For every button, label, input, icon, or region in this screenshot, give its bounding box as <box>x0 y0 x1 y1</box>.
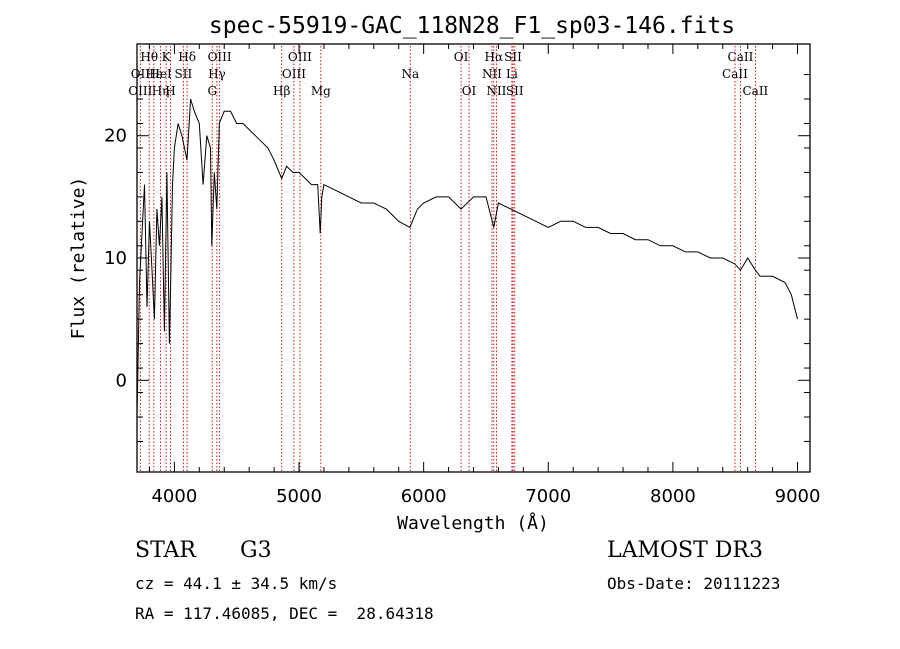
line-label: Hη <box>152 84 170 98</box>
coordinates: RA = 117.46085, DEC = 28.64318 <box>135 604 434 623</box>
line-label: NII <box>482 67 502 81</box>
x-tick-label: 8000 <box>650 486 696 507</box>
line-label: SII <box>504 50 522 64</box>
spectrum-line <box>136 98 798 418</box>
line-label: CaII <box>742 84 768 98</box>
x-axis-label: Wavelength (Å) <box>397 512 549 534</box>
line-label: K <box>162 50 172 64</box>
line-label: SII <box>506 84 524 98</box>
subclass: G3 <box>240 538 272 563</box>
line-label: Hα <box>485 50 504 64</box>
line-label: H <box>165 84 175 98</box>
x-tick-label: 4000 <box>151 486 197 507</box>
line-label: CaII <box>722 67 748 81</box>
chart-title: spec-55919-GAC_118N28_F1_sp03-146.fits <box>209 13 735 39</box>
y-tick-label: 20 <box>104 126 127 147</box>
line-label: Mg <box>311 84 331 98</box>
y-tick-label: 10 <box>104 248 127 269</box>
survey-name: LAMOST DR3 <box>607 538 763 563</box>
line-label: NII <box>486 84 506 98</box>
y-axis-label: Flux (relative) <box>68 177 89 340</box>
line-label: OIII <box>128 84 152 98</box>
line-label: Hγ <box>208 67 226 81</box>
x-tick-label: 5000 <box>276 486 322 507</box>
x-tick-label: 6000 <box>401 486 447 507</box>
line-label: G <box>207 84 217 98</box>
line-label: OIII <box>282 67 306 81</box>
x-tick-label: 9000 <box>775 486 821 507</box>
line-label: Hδ <box>178 50 196 64</box>
line-label: Na <box>401 67 419 81</box>
line-label: HeI <box>149 67 172 81</box>
redshift-velocity: cz = 44.1 ± 34.5 km/s <box>135 574 338 593</box>
x-axis-ticks: 4000 5000 6000 7000 8000 9000 <box>148 44 821 507</box>
line-markers <box>139 46 756 472</box>
x-tick-label: 7000 <box>525 486 571 507</box>
observation-date: Obs-Date: 20111223 <box>607 574 781 593</box>
line-label: OII <box>131 67 151 81</box>
line-label: CaII <box>728 50 754 64</box>
line-label: Hθ <box>140 50 158 64</box>
line-label: OI <box>454 50 469 64</box>
line-label: Hβ <box>273 84 290 98</box>
line-label: SII <box>175 67 193 81</box>
object-class: STAR <box>135 538 196 563</box>
line-label: OI <box>462 84 477 98</box>
line-label: OIII <box>288 50 312 64</box>
line-label: Li <box>506 67 518 81</box>
y-tick-label: 0 <box>116 370 127 391</box>
y-axis-ticks: 0 10 20 <box>104 74 810 442</box>
line-label: Hε <box>145 67 162 81</box>
plot-frame <box>136 43 811 473</box>
line-label: OIII <box>208 50 232 64</box>
